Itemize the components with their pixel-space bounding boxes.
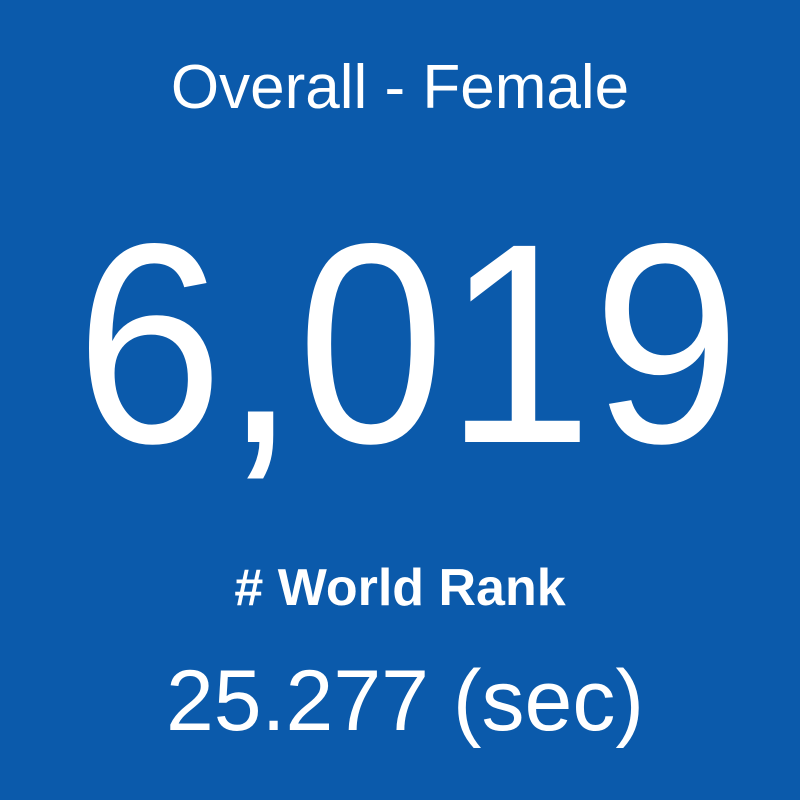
tile-value: 6,019 bbox=[76, 185, 741, 503]
tile-label: # World Rank bbox=[234, 559, 565, 617]
tile-title: Overall - Female bbox=[171, 53, 629, 122]
tile-time: 25.277 (sec) bbox=[166, 653, 644, 749]
